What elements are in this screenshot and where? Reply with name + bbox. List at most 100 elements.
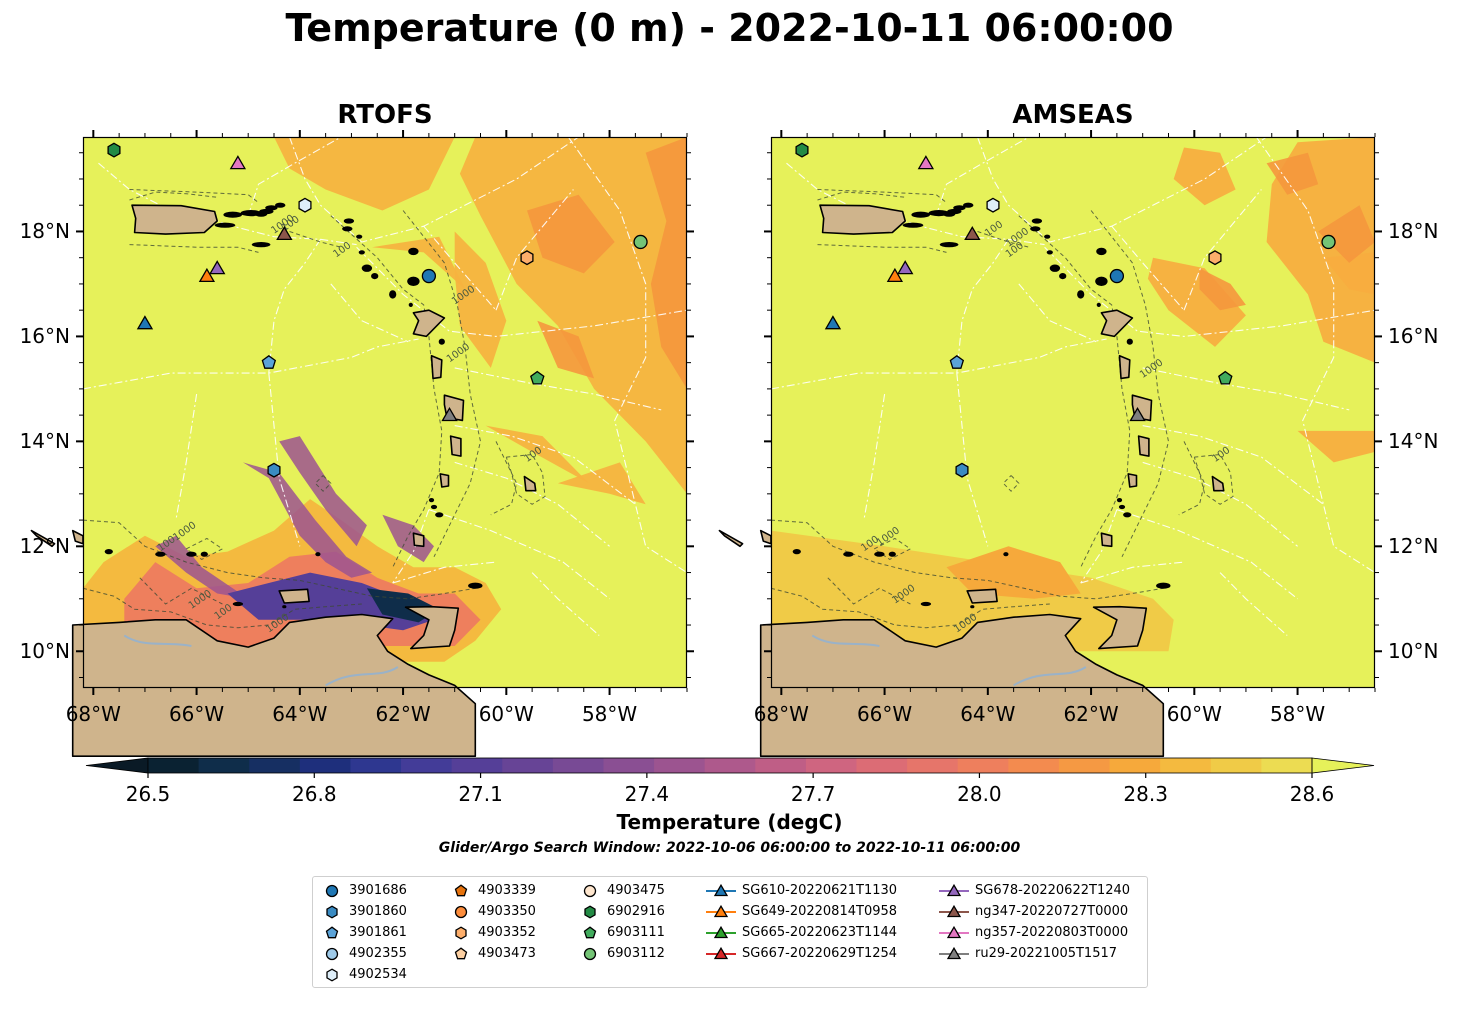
island [358,250,365,255]
colorbar-tick-label: 28.6 [1290,782,1335,806]
dominica [1118,355,1131,380]
legend-item: 4902355 [321,943,407,964]
lon-tick-label: 64°W [960,702,1016,726]
axis-ticks [76,130,694,695]
legend-marker [454,946,468,959]
south-america [71,613,477,757]
lon-tick-label: 62°W [1063,702,1119,726]
legend-marker [325,925,339,938]
st-lucia [1137,435,1150,457]
island [1044,234,1051,239]
colorbar-segment [1210,758,1262,773]
island [408,247,419,256]
marker-6902916 [107,142,121,158]
lat-tick-label: 16°N [19,324,70,349]
colorbar-segment [805,758,858,773]
island [1096,247,1107,256]
barbados [1211,475,1225,492]
island [1077,290,1085,299]
lon-tick-label: 60°W [478,702,534,726]
legend-label: 3901686 [349,883,407,898]
marker-SG649-20220814T0958 [198,267,216,283]
marker-ng347-20220727T0000 [964,226,981,241]
island [371,273,379,280]
legend-item: 6903111 [579,922,665,943]
legend-label: 4903473 [478,946,536,961]
eez-boundaries [82,136,688,636]
map-frame [82,136,688,689]
legend-pentagon-icon [454,883,468,896]
legend-pentagon-icon [454,946,468,959]
marker-ng347-20220727T0000 [276,226,293,241]
island [1118,504,1126,510]
island [343,218,355,224]
legend-marker [325,947,339,960]
legend-item: SG649-20220814T0958 [706,901,897,922]
island [361,264,373,272]
st-vincent [439,473,450,488]
island [1096,302,1101,307]
legend: 3901686 3901860 3901861 4902355 4902534 49033… [312,876,1148,988]
legend-circle-icon [583,947,597,960]
lon-tick-label: 66°W [856,702,913,726]
island [911,211,930,218]
legend-triangle-icon [713,883,729,896]
bonaire [759,529,772,545]
legend-marker [706,883,736,896]
dominica [430,355,443,380]
legend-triangle-icon [713,904,729,917]
puerto-rico [819,204,906,235]
legend-marker [455,925,467,940]
marker-SG610-20220621T1130 [824,315,842,330]
observation-markers [107,142,648,478]
river [1013,666,1087,687]
marker-ng357-20220803T0000 [229,155,247,170]
island [389,290,397,299]
legend-triangle-icon [713,925,729,938]
legend-item: 3901686 [321,880,407,901]
colorbar-segment [350,758,402,773]
legend-item: SG610-20220621T1130 [706,880,897,901]
st-vincent [1127,473,1138,488]
legend-marker [939,904,969,917]
margarita [278,588,310,604]
island [1046,250,1053,255]
colorbar-segment [299,758,352,773]
legend-triangle-icon [946,925,962,938]
legend-label: 4903475 [607,883,665,898]
island [407,276,420,286]
legend-item: 3901861 [321,922,407,943]
island [1059,273,1067,280]
island [200,551,208,557]
rtofs-panel-title: RTOFS [337,100,433,130]
legend-label: 6903112 [607,946,665,961]
island [970,605,975,609]
legend-label: 4903352 [478,925,536,940]
lat-tick-label: 14°N [1388,429,1439,454]
colorbar-segment [704,758,756,773]
land [718,202,1225,757]
curacao [30,529,56,548]
marker-SG649-20220814T0958 [886,267,904,283]
colorbar-segment [552,758,605,773]
legend-hexagon-icon [455,925,467,940]
island [843,551,854,557]
lat-tick-label: 12°N [19,534,70,559]
legend-circle-icon [454,905,468,918]
legend-label: 4903339 [478,883,536,898]
island [939,242,959,248]
legend-item: 4903352 [450,922,536,943]
legend-circle-icon [583,884,597,897]
lat-tick-label: 12°N [1388,534,1439,559]
marker-6903111 [1218,370,1233,385]
legend-marker [454,883,468,896]
legend-label: SG649-20220814T0958 [742,904,898,919]
colorbar-segment [603,758,655,773]
legend-label: ng347-20220727T0000 [975,904,1129,919]
colorbar-segment [1160,758,1212,773]
legend-label: SG610-20220621T1130 [742,883,898,898]
island [1031,218,1043,224]
legend-item: ng357-20220803T0000 [939,922,1128,943]
island [1049,264,1061,272]
